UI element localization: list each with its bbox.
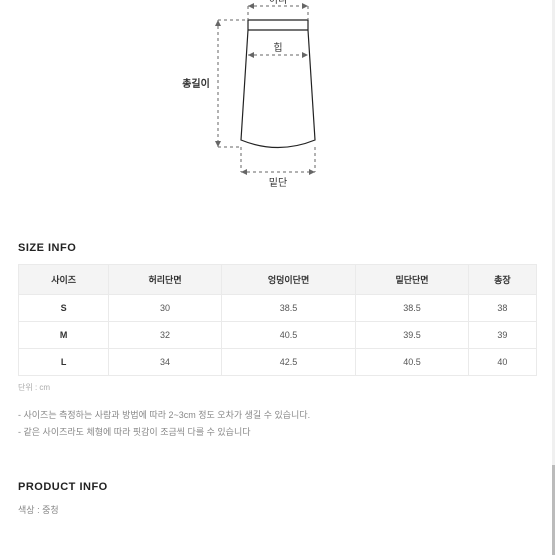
cell: 32 [109, 322, 221, 349]
label-hem: 밑단 [268, 177, 286, 189]
col-hem: 밑단단면 [356, 265, 468, 295]
cell: 40 [468, 349, 536, 376]
label-waist: 허리 [268, 0, 286, 6]
table-row: S 30 38.5 38.5 38 [19, 295, 537, 322]
note-line: - 같은 사이즈라도 체형에 따라 핏감이 조금씩 다를 수 있습니다 [18, 424, 537, 441]
product-info-title: PRODUCT INFO [18, 481, 537, 493]
col-size: 사이즈 [19, 265, 109, 295]
note-line: - 사이즈는 측정하는 사람과 방법에 따라 2~3cm 정도 오차가 생길 수… [18, 407, 537, 424]
arrow-hem-r [309, 169, 315, 175]
cell: 40.5 [221, 322, 356, 349]
col-waist: 허리단면 [109, 265, 221, 295]
page-root: 허리 힙 총길이 밑단 SIZE INFO 사이즈 [0, 0, 555, 534]
skirt-body [241, 20, 315, 148]
table-row: L 34 42.5 40.5 40 [19, 349, 537, 376]
cell: 39.5 [356, 322, 468, 349]
col-hip: 엉덩이단면 [221, 265, 356, 295]
table-row: M 32 40.5 39.5 39 [19, 322, 537, 349]
diagram-container: 허리 힙 총길이 밑단 [18, 0, 537, 230]
cell: S [19, 295, 109, 322]
cell: 39 [468, 322, 536, 349]
arrow-waist-r [302, 3, 308, 9]
label-hip: 힙 [273, 42, 282, 54]
size-notes: - 사이즈는 측정하는 사람과 방법에 따라 2~3cm 정도 오차가 생길 수… [18, 407, 537, 441]
cell: 34 [109, 349, 221, 376]
arrow-len-t [215, 20, 221, 26]
cell: 30 [109, 295, 221, 322]
cell: 42.5 [221, 349, 356, 376]
cell: L [19, 349, 109, 376]
arrow-waist-l [248, 3, 254, 9]
product-color-value: 중청 [42, 505, 59, 515]
size-info-title: SIZE INFO [18, 242, 537, 254]
arrow-hem-l [241, 169, 247, 175]
cell: 38 [468, 295, 536, 322]
unit-label: 단위 : cm [18, 382, 537, 393]
product-color: 색상 : 중청 [18, 503, 537, 516]
product-color-label: 색상 [18, 505, 35, 515]
label-length: 총길이 [182, 77, 210, 90]
arrow-len-b [215, 141, 221, 147]
skirt-diagram: 허리 힙 총길이 밑단 [148, 0, 408, 190]
cell: 38.5 [356, 295, 468, 322]
cell: 40.5 [356, 349, 468, 376]
size-table: 사이즈 허리단면 엉덩이단면 밑단단면 총장 S 30 38.5 38.5 38… [18, 264, 537, 376]
col-length: 총장 [468, 265, 536, 295]
cell: 38.5 [221, 295, 356, 322]
table-header-row: 사이즈 허리단면 엉덩이단면 밑단단면 총장 [19, 265, 537, 295]
cell: M [19, 322, 109, 349]
